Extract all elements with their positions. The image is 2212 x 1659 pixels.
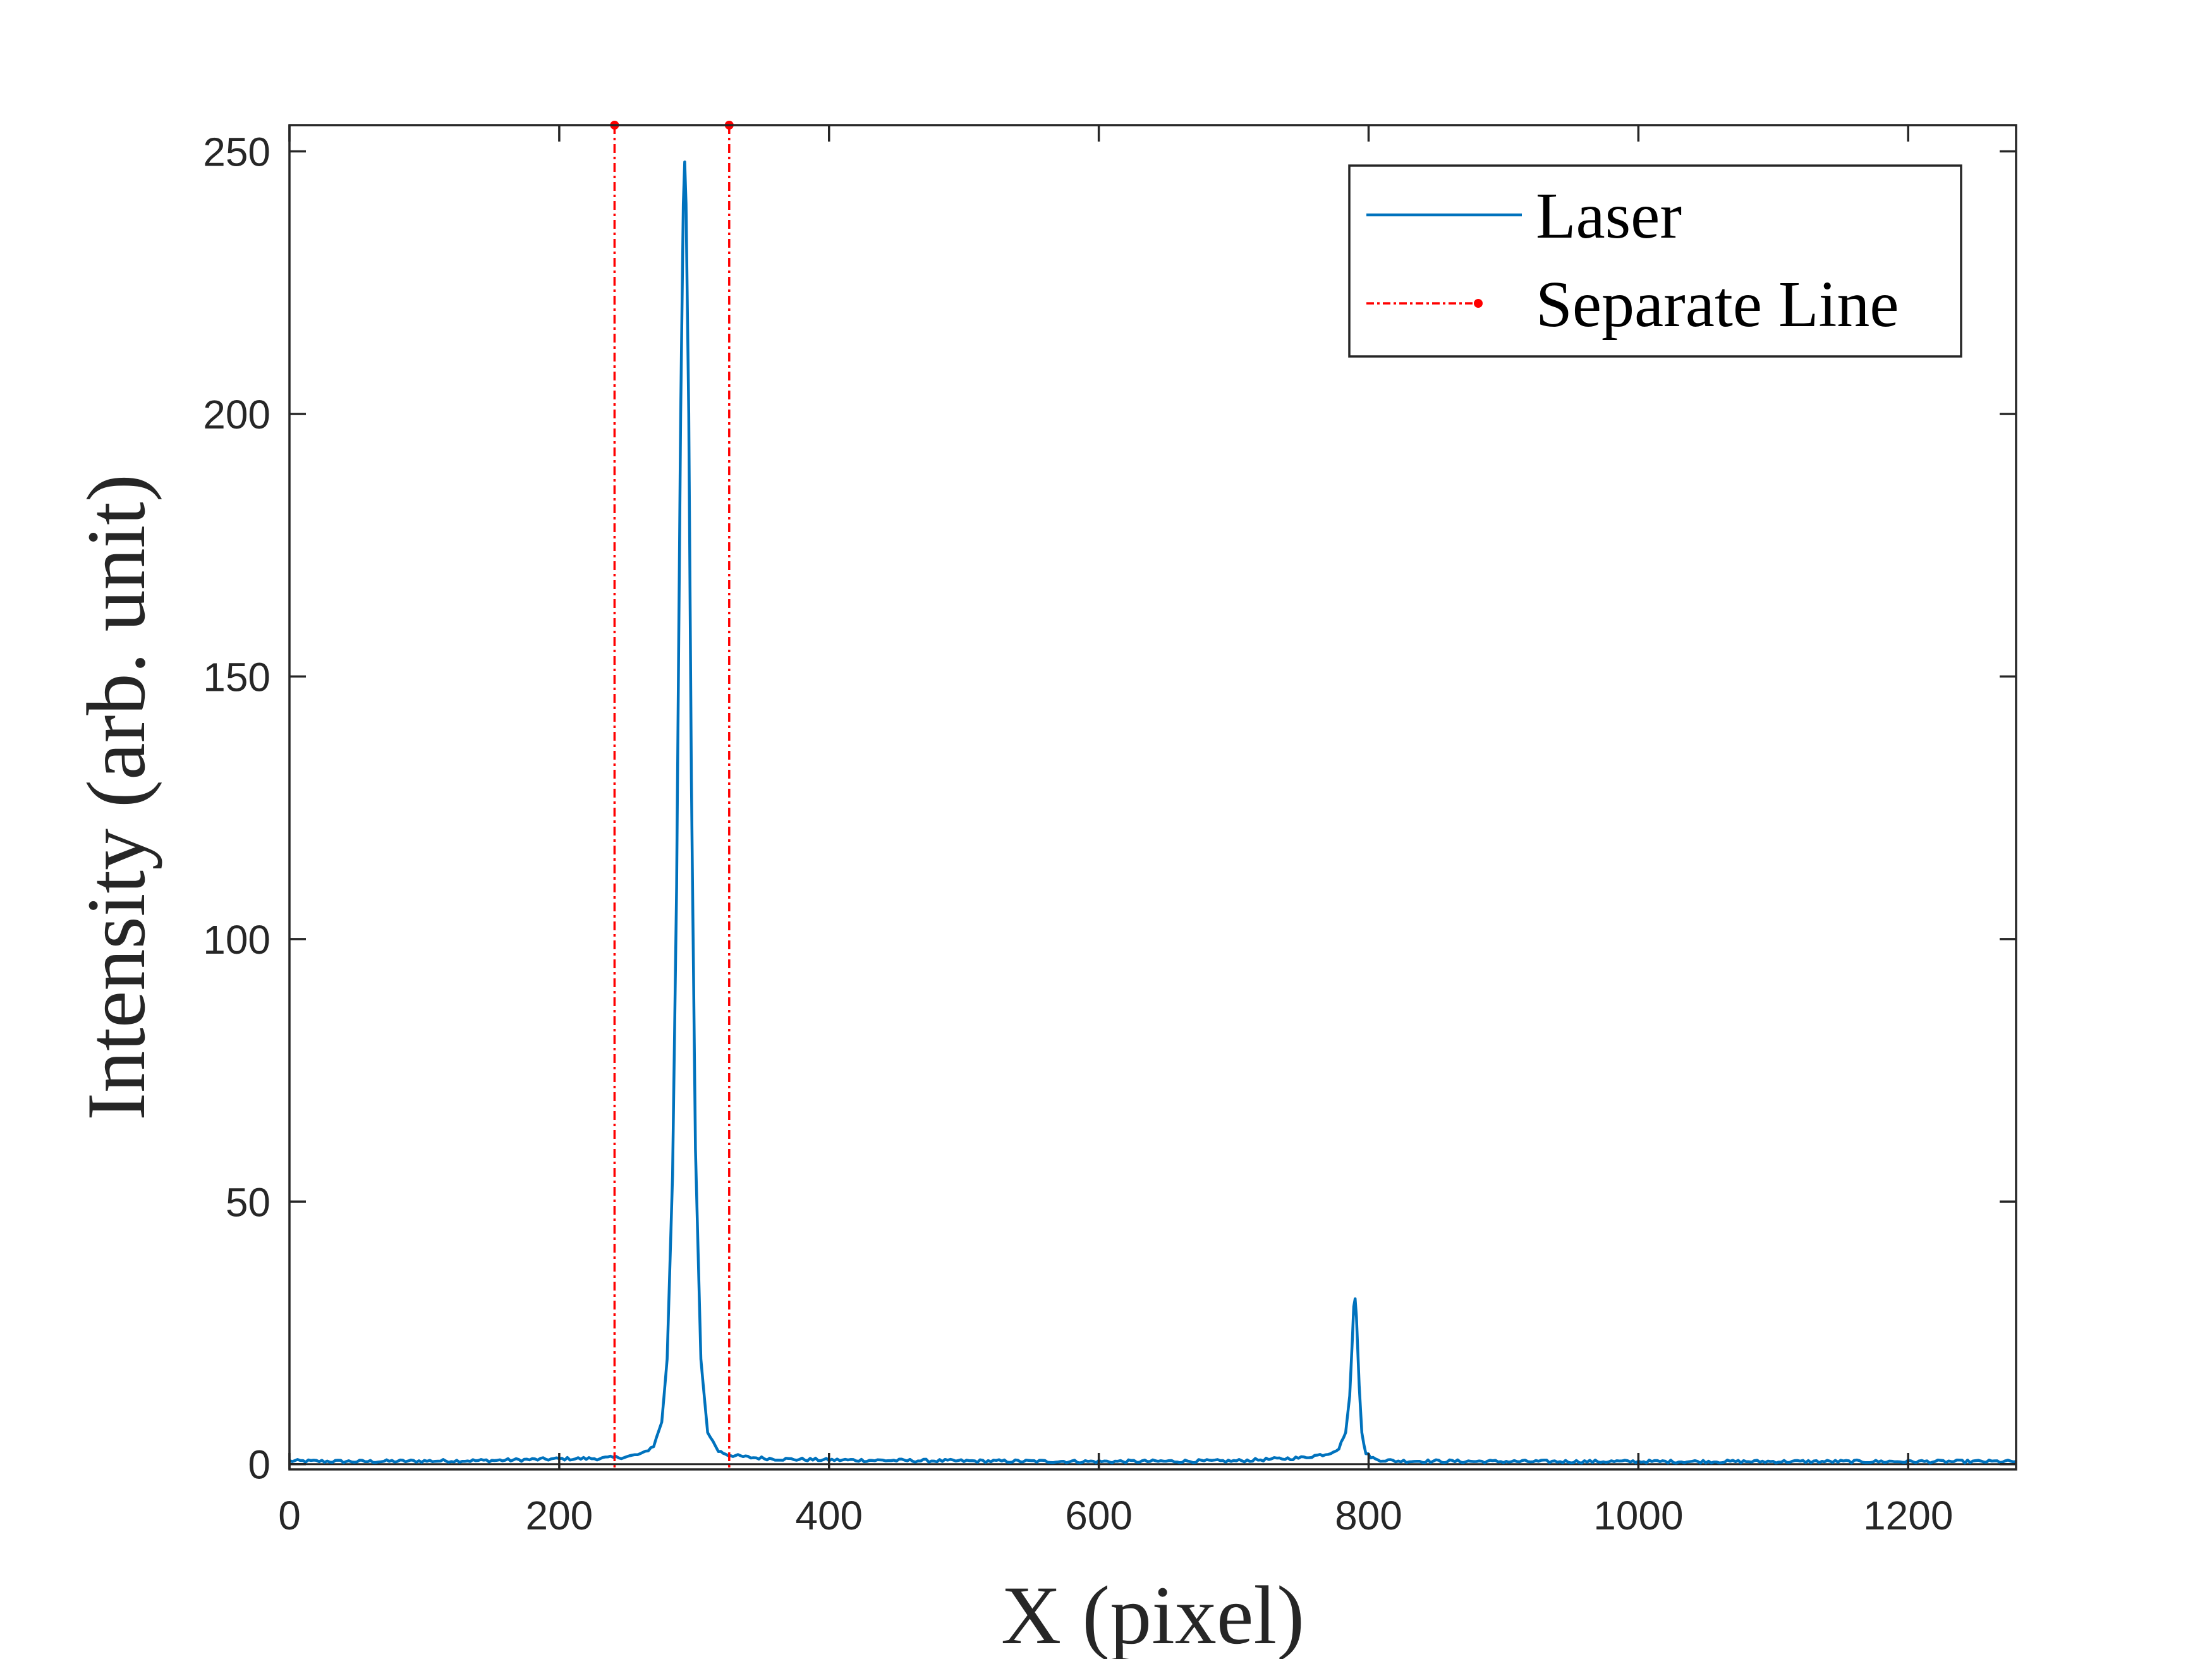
y-tick-label: 200 [203, 392, 270, 437]
y-axis-title: Intensity (arb. unit) [70, 474, 162, 1121]
axes: 0 200 400 600 800 1000 1200 0 50 100 150 200 250 X (p… [70, 124, 2017, 1659]
y-tick-label: 0 [248, 1442, 270, 1488]
y-tick-label: 150 [203, 654, 270, 700]
x-tick-label: 800 [1335, 1493, 1402, 1538]
axes-box [288, 124, 2017, 1471]
y-tick-label: 50 [226, 1179, 270, 1225]
x-tick-label: 1200 [1863, 1493, 1953, 1538]
legend-box [1348, 164, 1962, 358]
laser-line [289, 160, 2017, 1465]
x-tick-label: 200 [525, 1493, 593, 1538]
x-tick-label: 0 [278, 1493, 301, 1538]
legend-laser-label: Laser [1536, 179, 1682, 252]
legend-separate-label: Separate Line [1536, 268, 1899, 341]
y-tick-label: 250 [203, 130, 270, 175]
x-tick-label: 400 [795, 1493, 863, 1538]
x-tick-label: 600 [1065, 1493, 1133, 1538]
x-tick-label: 1000 [1593, 1493, 1683, 1538]
y-tick-label: 100 [203, 917, 270, 963]
legend-separate-marker [1474, 299, 1483, 308]
x-axis-title: X (pixel) [1001, 1569, 1304, 1659]
legend: Laser Separate Line [1348, 164, 1962, 358]
